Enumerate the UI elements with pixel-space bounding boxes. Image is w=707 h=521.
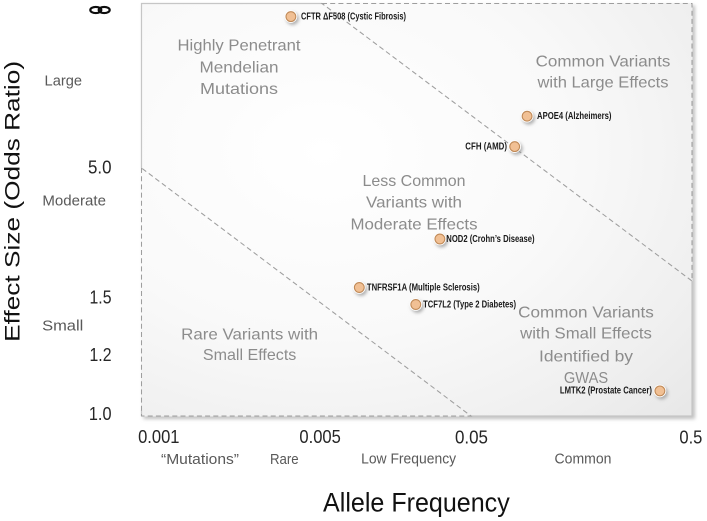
svg-text:1.2: 1.2: [90, 345, 112, 365]
svg-text:Effect Size (Odds Ratio): Effect Size (Odds Ratio): [1, 61, 24, 342]
svg-text:Common Variants: Common Variants: [518, 305, 654, 322]
svg-text:Rare Variants with: Rare Variants with: [181, 327, 318, 344]
svg-text:Common: Common: [555, 450, 612, 467]
svg-text:NOD2 (Crohn’s Disease): NOD2 (Crohn’s Disease): [446, 233, 534, 245]
svg-text:Moderate: Moderate: [42, 193, 106, 210]
svg-text:1.0: 1.0: [89, 404, 112, 424]
svg-text:GWAS: GWAS: [564, 370, 608, 387]
svg-text:1.5: 1.5: [90, 287, 112, 307]
svg-text:with Large Effects: with Large Effects: [536, 75, 668, 92]
svg-text:TCF7L2 (Type 2 Diabetes): TCF7L2 (Type 2 Diabetes): [423, 299, 516, 311]
svg-text:0.5: 0.5: [679, 427, 702, 447]
svg-text:Small Effects: Small Effects: [203, 347, 297, 364]
svg-text:with Small Effects: with Small Effects: [519, 326, 652, 343]
svg-text:Small: Small: [42, 318, 83, 335]
svg-text:CFTR ΔF508 (Cystic Fibrosis): CFTR ΔF508 (Cystic Fibrosis): [301, 11, 406, 23]
svg-text:CFH (AMD): CFH (AMD): [465, 141, 507, 153]
svg-text:Rare: Rare: [270, 451, 299, 468]
svg-text:0.001: 0.001: [138, 427, 179, 447]
svg-text:Large: Large: [45, 72, 83, 89]
svg-text:TNFRSF1A (Multiple Sclerosis): TNFRSF1A (Multiple Sclerosis): [367, 282, 480, 294]
svg-text:Mendelian: Mendelian: [200, 59, 279, 76]
svg-text:LMTK2 (Prostate Cancer): LMTK2 (Prostate Cancer): [560, 384, 652, 396]
svg-text:APOE4 (Alzheimers): APOE4 (Alzheimers): [537, 110, 612, 122]
svg-text:5.0: 5.0: [88, 157, 112, 177]
svg-text:Mutations: Mutations: [200, 81, 278, 98]
svg-text:Less Common: Less Common: [363, 173, 466, 190]
svg-text:“Mutations”: “Mutations”: [161, 451, 239, 468]
svg-text:Identified by: Identified by: [539, 348, 633, 365]
svg-text:Highly Penetrant: Highly Penetrant: [178, 37, 302, 54]
svg-text:Variants with: Variants with: [366, 194, 462, 211]
svg-text:Low Frequency: Low Frequency: [361, 450, 456, 467]
svg-text:Common Variants: Common Variants: [536, 53, 671, 70]
svg-text:0.05: 0.05: [455, 427, 488, 447]
svg-text:Allele Frequency: Allele Frequency: [323, 488, 510, 518]
svg-text:Moderate Effects: Moderate Effects: [351, 217, 478, 234]
svg-text:0.005: 0.005: [299, 427, 340, 447]
